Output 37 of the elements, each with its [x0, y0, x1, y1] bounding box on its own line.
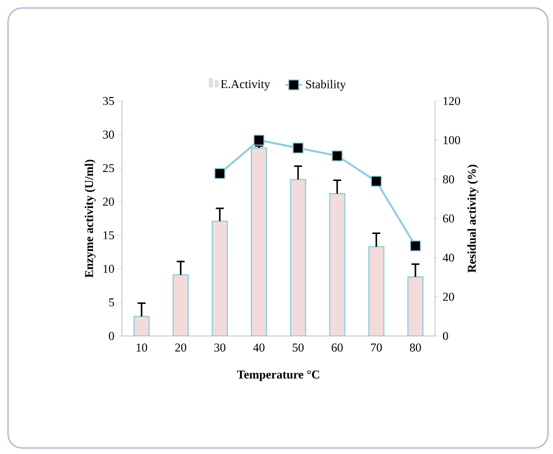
y2-tick-label: 120 [444, 96, 460, 106]
y-tick-label: 0 [108, 332, 114, 340]
y-tick-label: 15 [104, 231, 114, 240]
x-tick-label: 20 [175, 344, 186, 352]
x-tick-label: 70 [371, 344, 382, 352]
y-tick-label: 35 [103, 96, 114, 106]
y-tick-label: 10 [104, 264, 114, 273]
y2-tick-label: 80 [442, 175, 454, 184]
y-tick-label: 20 [103, 198, 114, 206]
point [370, 176, 382, 187]
point [214, 168, 226, 179]
x-tick-label: 40 [253, 344, 264, 352]
point [253, 134, 264, 146]
y2-tick-label: 40 [442, 254, 454, 262]
bar [290, 178, 306, 336]
y-tick-label: 25 [103, 164, 114, 172]
x-tick-label: 60 [332, 344, 343, 352]
y-tick-label: 30 [103, 130, 114, 139]
bar [407, 276, 424, 336]
point [410, 240, 421, 252]
point [292, 142, 304, 154]
y2-tick-label: 20 [443, 292, 454, 301]
x-tick-label: 50 [292, 344, 304, 352]
y-tick-label: 5 [109, 298, 114, 306]
legend-label: E.Activity [220, 80, 270, 91]
y-axis-title: Enzyme activity (U/ml) [84, 160, 96, 278]
bar [250, 147, 268, 336]
x-axis-title: Temperature °C [237, 370, 320, 382]
y2-tick-label: 60 [443, 214, 454, 223]
y2-tick-label: 0 [442, 332, 448, 340]
x-tick-label: 30 [214, 344, 226, 352]
legend-label: Stability [306, 80, 346, 91]
y2-tick-label: 100 [444, 136, 460, 144]
x-tick-label: 80 [410, 344, 421, 352]
y2-axis-title: Residual activity (%) [467, 164, 478, 273]
point [332, 150, 343, 162]
x-tick-label: 10 [136, 344, 148, 352]
